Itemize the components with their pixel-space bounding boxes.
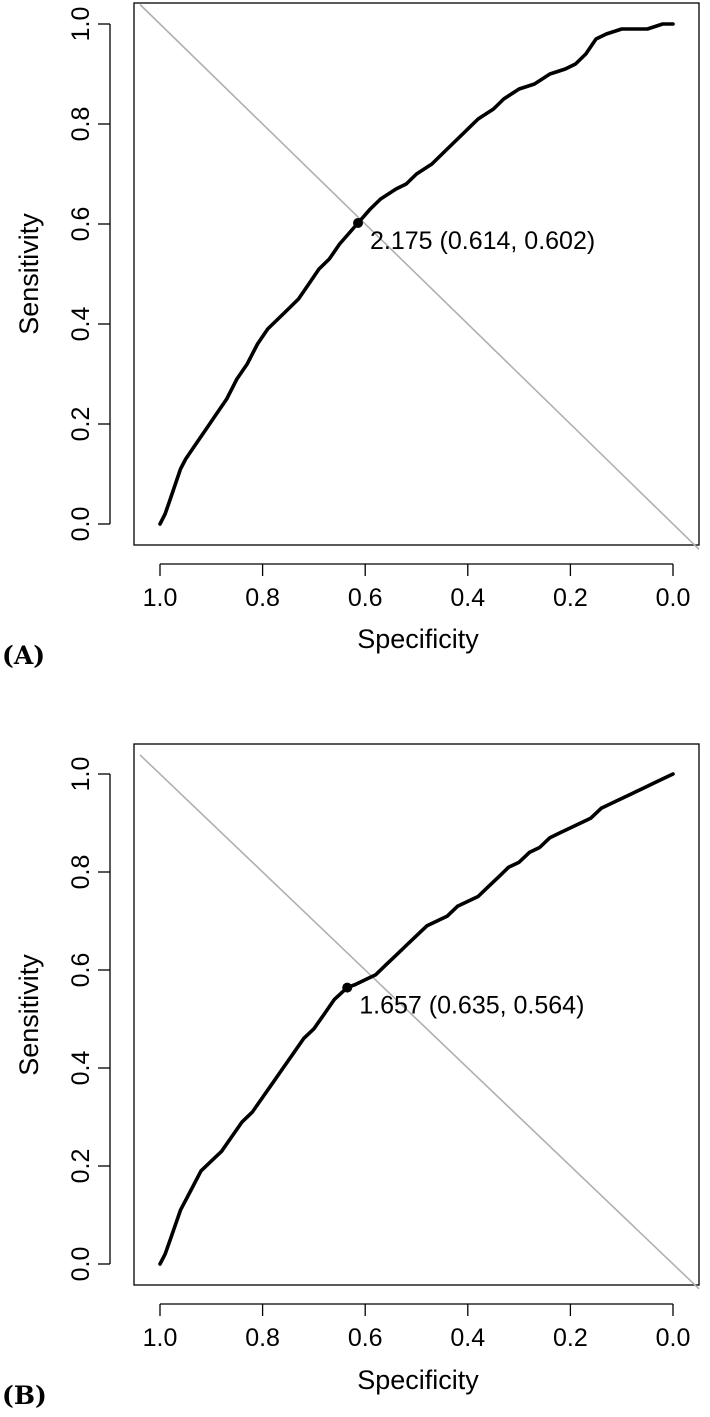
x-tick-label: 1.0 bbox=[143, 584, 178, 612]
x-tick-label: 0.8 bbox=[245, 1324, 280, 1352]
y-tick-label: 0.2 bbox=[67, 1149, 95, 1184]
optimal-cutoff-annotation: 2.175 (0.614, 0.602) bbox=[370, 227, 595, 255]
y-axis: 0.0 0.2 0.4 0.6 0.8 1.0 bbox=[67, 757, 111, 1282]
y-tick-label: 0.2 bbox=[67, 407, 95, 442]
y-tick-label: 0.6 bbox=[67, 207, 95, 242]
x-tick-label: 0.8 bbox=[245, 584, 280, 612]
x-tick-label: 0.0 bbox=[656, 1324, 691, 1352]
y-tick-label: 0.4 bbox=[67, 307, 95, 342]
y-tick-label: 0.4 bbox=[67, 1051, 95, 1086]
x-tick-label: 0.6 bbox=[348, 1324, 383, 1352]
roc-curve bbox=[158, 22, 675, 526]
x-tick-label: 0.2 bbox=[553, 584, 588, 612]
plot-frame bbox=[133, 743, 700, 1286]
x-axis: 1.0 0.8 0.6 0.4 0.2 0.0 bbox=[143, 1303, 691, 1352]
x-tick-label: 0.4 bbox=[450, 584, 485, 612]
x-axis: 1.0 0.8 0.6 0.4 0.2 0.0 bbox=[143, 563, 691, 612]
optimal-cutoff-annotation: 1.657 (0.635, 0.564) bbox=[359, 992, 584, 1020]
x-tick-label: 0.0 bbox=[656, 584, 691, 612]
reference-diagonal bbox=[139, 754, 700, 1290]
optimal-cutoff-point bbox=[353, 218, 364, 228]
y-tick-label: 0.8 bbox=[67, 107, 95, 142]
plot-frame bbox=[133, 2, 700, 546]
roc-panel-b: 1.657 (0.635, 0.564) 1.0 0.8 0.6 0.4 0.2 0.0 … bbox=[2, 743, 700, 1410]
y-tick-label: 0.0 bbox=[67, 507, 95, 542]
x-tick-label: 1.0 bbox=[143, 1324, 178, 1352]
x-axis-label: Specificity bbox=[357, 624, 479, 654]
y-tick-label: 0.8 bbox=[67, 855, 95, 890]
y-axis-label: Sensitivity bbox=[14, 213, 44, 335]
y-axis-label: Sensitivity bbox=[14, 954, 44, 1076]
roc-curve bbox=[158, 772, 675, 1266]
y-axis: 0.0 0.2 0.4 0.6 0.8 1.0 bbox=[67, 7, 111, 542]
y-tick-label: 1.0 bbox=[67, 7, 95, 42]
panel-label: (B) bbox=[2, 1381, 47, 1410]
x-axis-label: Specificity bbox=[357, 1365, 479, 1395]
y-tick-label: 1.0 bbox=[67, 757, 95, 792]
reference-diagonal bbox=[139, 3, 700, 550]
roc-panel-a: 2.175 (0.614, 0.602) 1.0 0.8 0.6 0.4 0.2 0.0 … bbox=[2, 2, 700, 670]
y-tick-label: 0.0 bbox=[67, 1247, 95, 1282]
x-tick-label: 0.2 bbox=[553, 1324, 588, 1352]
x-tick-label: 0.6 bbox=[348, 584, 383, 612]
panel-label: (A) bbox=[2, 641, 45, 670]
x-tick-label: 0.4 bbox=[450, 1324, 485, 1352]
optimal-cutoff-point bbox=[342, 982, 353, 993]
y-tick-label: 0.6 bbox=[67, 953, 95, 988]
